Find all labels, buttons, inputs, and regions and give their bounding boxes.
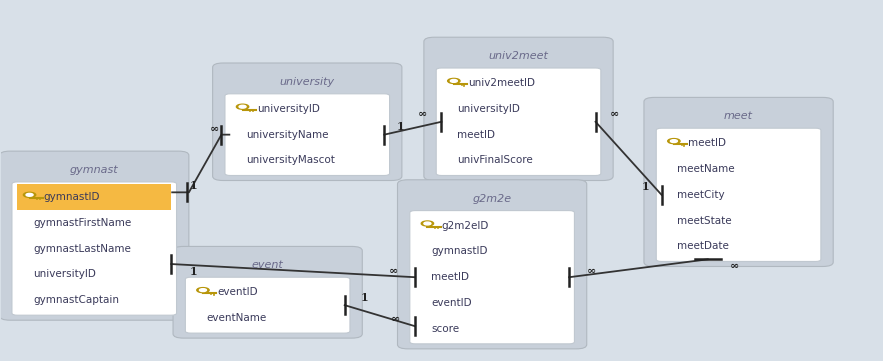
Circle shape [450,79,457,82]
Text: gymnastCaptain: gymnastCaptain [33,295,119,305]
Text: gymnastID: gymnastID [43,192,100,202]
Text: gymnastFirstName: gymnastFirstName [33,218,132,228]
Text: meetDate: meetDate [677,242,729,251]
Circle shape [424,222,431,225]
Text: universityID: universityID [33,269,96,279]
FancyBboxPatch shape [173,247,362,338]
Text: ∞: ∞ [210,123,219,134]
Circle shape [421,221,434,226]
Bar [18,184,171,210]
Text: university: university [280,77,335,87]
FancyBboxPatch shape [0,151,189,320]
Text: univ2meetID: univ2meetID [468,78,535,88]
Circle shape [448,78,460,83]
Text: gymnastLastName: gymnastLastName [33,244,131,253]
Text: ∞: ∞ [391,313,400,324]
Circle shape [668,139,680,144]
FancyBboxPatch shape [397,180,586,349]
Text: eventName: eventName [207,313,267,323]
Text: univFinalScore: univFinalScore [457,156,533,165]
Text: gymnastID: gymnastID [431,247,487,256]
FancyBboxPatch shape [225,94,389,175]
Circle shape [670,140,677,143]
Text: meetID: meetID [688,138,726,148]
FancyBboxPatch shape [213,63,402,180]
Circle shape [26,193,33,196]
FancyBboxPatch shape [12,182,177,315]
Text: gymnast: gymnast [70,165,118,175]
Text: meetID: meetID [457,130,495,140]
Text: ∞: ∞ [586,265,596,276]
Text: ∞: ∞ [610,108,620,119]
Text: event: event [252,260,283,270]
Text: ∞: ∞ [389,265,397,276]
Circle shape [200,289,207,292]
Text: univ2meet: univ2meet [488,51,548,61]
Circle shape [239,105,246,108]
FancyBboxPatch shape [644,97,834,266]
Text: g2m2eID: g2m2eID [442,221,489,231]
Text: score: score [431,324,459,334]
Text: meetCity: meetCity [677,190,725,200]
Text: eventID: eventID [431,298,472,308]
Text: eventID: eventID [217,287,258,297]
Text: g2m2e: g2m2e [472,193,511,204]
Circle shape [197,288,209,293]
Text: universityMascot: universityMascot [246,156,335,165]
Text: meet: meet [724,111,753,121]
Text: ∞: ∞ [729,260,739,271]
FancyBboxPatch shape [424,37,613,180]
Text: 1: 1 [190,180,197,191]
Circle shape [23,192,35,197]
Text: 1: 1 [396,121,404,132]
Text: 1: 1 [190,266,197,277]
Text: ∞: ∞ [418,108,426,119]
FancyBboxPatch shape [410,210,575,344]
FancyBboxPatch shape [436,68,600,175]
Text: meetID: meetID [431,272,469,282]
Text: universityName: universityName [246,130,328,140]
FancyBboxPatch shape [656,128,821,261]
FancyBboxPatch shape [185,277,350,333]
Text: meetName: meetName [677,164,735,174]
Circle shape [237,104,249,109]
Text: 1: 1 [642,182,650,192]
Text: universityID: universityID [457,104,520,114]
Text: 1: 1 [360,292,368,303]
Text: meetState: meetState [677,216,732,226]
Text: universityID: universityID [257,104,320,114]
